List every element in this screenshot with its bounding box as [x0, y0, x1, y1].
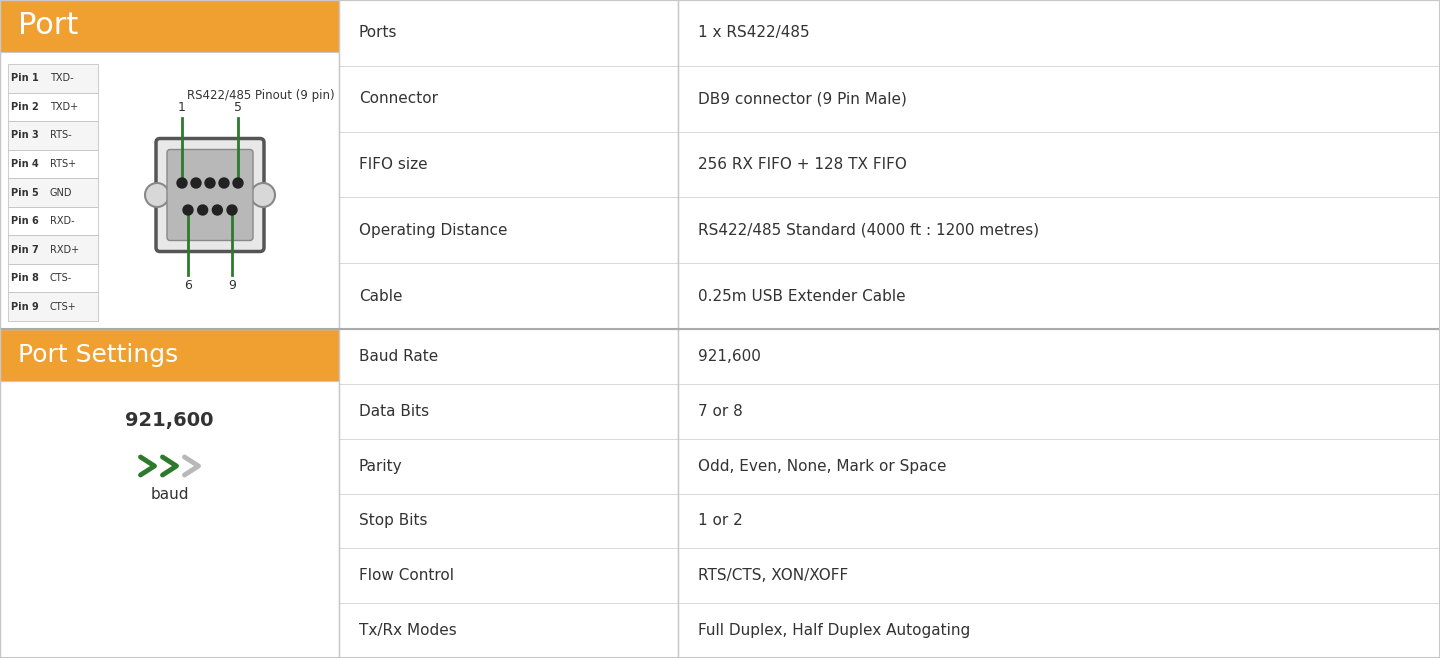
- Text: Connector: Connector: [359, 91, 438, 106]
- Text: 6: 6: [184, 279, 192, 292]
- Text: TXD+: TXD+: [50, 102, 78, 112]
- FancyBboxPatch shape: [167, 149, 253, 241]
- Text: FIFO size: FIFO size: [359, 157, 428, 172]
- Text: 7 or 8: 7 or 8: [698, 404, 743, 418]
- Bar: [9, 64, 98, 93]
- Text: 921,600: 921,600: [698, 349, 760, 364]
- Text: 9: 9: [228, 279, 236, 292]
- Circle shape: [233, 178, 243, 188]
- Circle shape: [228, 205, 238, 215]
- Bar: [0, 52, 338, 329]
- Text: 921,600: 921,600: [125, 411, 213, 430]
- Text: Tx/Rx Modes: Tx/Rx Modes: [359, 623, 456, 638]
- FancyBboxPatch shape: [156, 138, 264, 251]
- Text: RTS-: RTS-: [50, 130, 72, 140]
- Text: GND: GND: [50, 188, 72, 197]
- Bar: [0, 381, 338, 658]
- Bar: [9, 121, 98, 149]
- Text: Pin 3: Pin 3: [12, 130, 39, 140]
- Text: Port: Port: [17, 11, 78, 41]
- Bar: [9, 178, 98, 207]
- Text: DB9 connector (9 Pin Male): DB9 connector (9 Pin Male): [698, 91, 907, 106]
- Circle shape: [219, 178, 229, 188]
- Text: Flow Control: Flow Control: [359, 569, 454, 583]
- Text: Baud Rate: Baud Rate: [359, 349, 438, 364]
- Text: Stop Bits: Stop Bits: [359, 513, 428, 528]
- Bar: [0, 329, 338, 381]
- Bar: [9, 292, 98, 321]
- Circle shape: [204, 178, 215, 188]
- Text: Port Settings: Port Settings: [17, 343, 179, 367]
- Bar: [9, 236, 98, 264]
- Bar: [338, 329, 678, 658]
- Circle shape: [145, 183, 168, 207]
- Text: Pin 6: Pin 6: [12, 216, 39, 226]
- Bar: [9, 207, 98, 236]
- Text: Pin 2: Pin 2: [12, 102, 39, 112]
- Text: TXD-: TXD-: [50, 73, 73, 84]
- Text: RXD-: RXD-: [50, 216, 75, 226]
- Text: Data Bits: Data Bits: [359, 404, 429, 418]
- Text: RS422/485 Pinout (9 pin): RS422/485 Pinout (9 pin): [187, 89, 334, 102]
- Text: RS422/485 Standard (4000 ft : 1200 metres): RS422/485 Standard (4000 ft : 1200 metre…: [698, 223, 1040, 238]
- Circle shape: [192, 178, 202, 188]
- Text: RXD+: RXD+: [50, 245, 79, 255]
- Text: RTS/CTS, XON/XOFF: RTS/CTS, XON/XOFF: [698, 569, 848, 583]
- Text: Operating Distance: Operating Distance: [359, 223, 507, 238]
- Text: Cable: Cable: [359, 289, 403, 303]
- Text: Pin 4: Pin 4: [12, 159, 39, 169]
- Text: 5: 5: [233, 101, 242, 114]
- Text: Pin 8: Pin 8: [12, 273, 39, 283]
- Bar: [0, 0, 338, 329]
- Bar: [0, 329, 338, 658]
- Text: 0.25m USB Extender Cable: 0.25m USB Extender Cable: [698, 289, 906, 303]
- Text: CTS+: CTS+: [50, 302, 76, 312]
- Text: Pin 7: Pin 7: [12, 245, 39, 255]
- Text: baud: baud: [150, 487, 189, 502]
- Circle shape: [251, 183, 275, 207]
- Circle shape: [197, 205, 207, 215]
- Text: RTS+: RTS+: [50, 159, 76, 169]
- Text: Full Duplex, Half Duplex Autogating: Full Duplex, Half Duplex Autogating: [698, 623, 971, 638]
- Text: 1 x RS422/485: 1 x RS422/485: [698, 26, 809, 40]
- Bar: [9, 93, 98, 121]
- Text: Pin 1: Pin 1: [12, 73, 39, 84]
- Circle shape: [212, 205, 222, 215]
- Text: 1: 1: [179, 101, 186, 114]
- Bar: [678, 329, 1440, 658]
- Bar: [9, 149, 98, 178]
- Circle shape: [177, 178, 187, 188]
- Text: Parity: Parity: [359, 459, 403, 474]
- Bar: [9, 264, 98, 292]
- Text: 256 RX FIFO + 128 TX FIFO: 256 RX FIFO + 128 TX FIFO: [698, 157, 907, 172]
- Text: Pin 9: Pin 9: [12, 302, 39, 312]
- Text: Pin 5: Pin 5: [12, 188, 39, 197]
- Text: Odd, Even, None, Mark or Space: Odd, Even, None, Mark or Space: [698, 459, 946, 474]
- Bar: [0, 0, 338, 52]
- Bar: [678, 0, 1440, 329]
- Bar: [338, 0, 678, 329]
- Text: 1 or 2: 1 or 2: [698, 513, 743, 528]
- Text: Ports: Ports: [359, 26, 397, 40]
- Circle shape: [183, 205, 193, 215]
- Text: CTS-: CTS-: [50, 273, 72, 283]
